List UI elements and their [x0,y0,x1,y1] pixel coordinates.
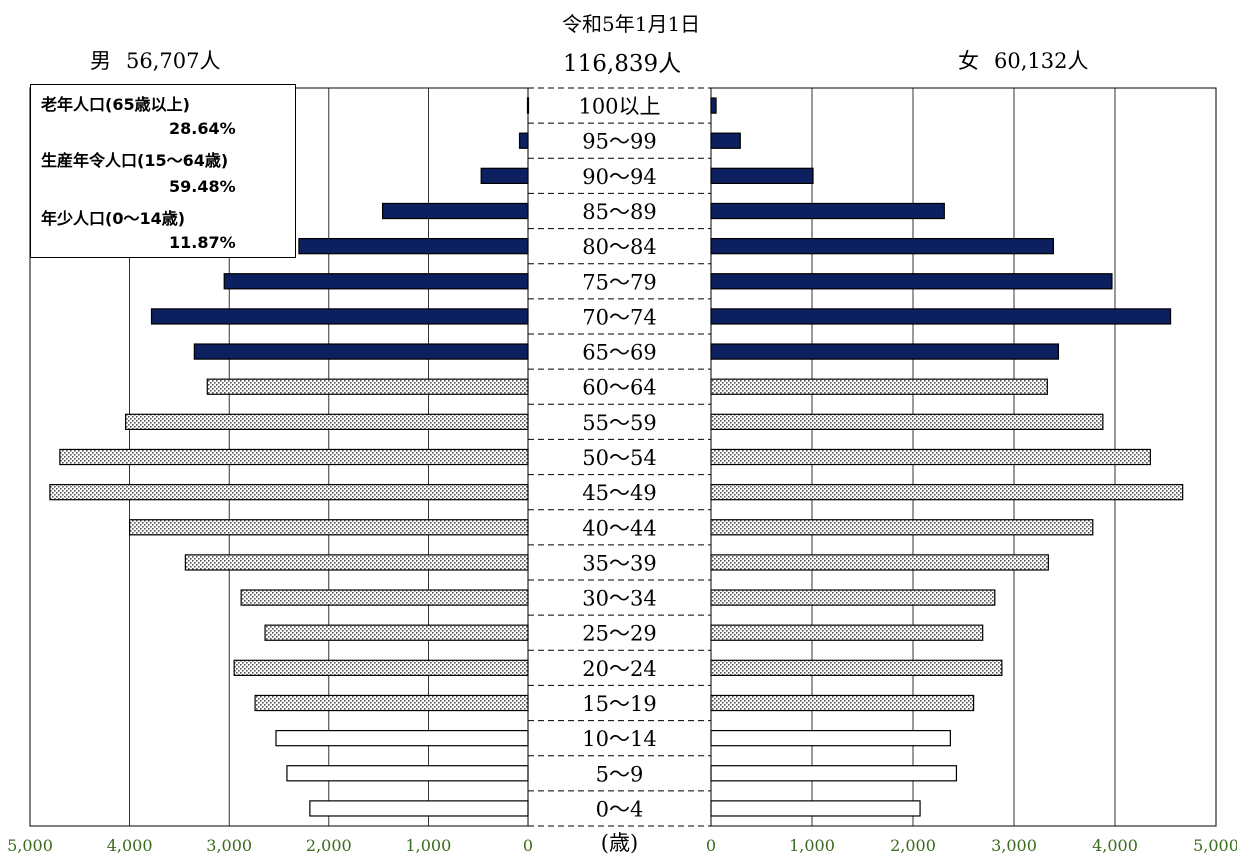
female-bar [710,800,921,817]
legend-elderly-label: 老年人口(65歳以上) [41,95,190,114]
female-bar [710,132,741,149]
age-group-label: 30～34 [582,587,656,611]
male-axis-tick-label: 5,000 [7,836,53,855]
age-group-label: 60～64 [582,376,656,400]
age-group-label: 100以上 [578,95,660,119]
total-population: 116,839人 [563,51,682,77]
male-bar [233,659,529,677]
female-axis-tick-label: 4,000 [1092,836,1138,855]
male-bar [381,202,529,220]
female-bar [710,167,814,185]
survey-date: 令和5年1月1日 [562,12,701,36]
male-label: 男 [90,49,111,73]
female-label: 女 [958,49,979,73]
female-bar [710,237,1054,255]
male-bar [480,167,529,185]
female-bar [710,308,1172,325]
male-bar [526,97,530,114]
male-bar [298,237,529,255]
male-total: 56,707人 [126,49,221,73]
age-group-label: 90～94 [582,165,656,189]
male-bar [309,800,529,817]
legend-elderly-percent: 28.64% [169,119,236,138]
male-axis-tick-label: 0 [523,836,533,855]
age-group-label: 15～19 [582,692,656,716]
female-bar [710,97,717,114]
male-bar [223,273,529,290]
male-bar [518,132,529,149]
age-group-label: 70～74 [582,305,656,329]
female-bar [710,519,1094,536]
age-group-label: 95～99 [582,130,656,154]
female-bar [710,589,996,606]
male-bar [254,694,529,712]
female-bar [710,448,1151,466]
female-bar [710,343,1060,360]
female-bar [710,694,975,712]
male-axis-tick-label: 4,000 [107,836,153,855]
legend-working-label: 生産年令人口(15～64歳) [41,151,229,170]
male-bar [150,308,529,325]
age-group-label: 40～44 [582,516,656,540]
female-bar [710,378,1048,395]
female-bar [710,202,945,220]
male-bar [286,765,529,782]
age-group-label: 5～9 [596,762,644,786]
age-group-label: 10～14 [582,727,656,751]
female-total: 60,132人 [994,49,1089,73]
age-group-label: 45～49 [582,481,656,505]
male-bar [125,413,529,431]
male-axis-tick-label: 2,000 [306,836,352,855]
age-group-label: 20～24 [582,657,656,681]
male-bar [264,624,529,641]
male-bar [193,343,529,360]
male-bar [240,589,529,606]
age-group-label: 75～79 [582,270,656,294]
age-group-label: 0～4 [596,797,644,821]
age-group-label: 55～59 [582,411,656,435]
female-bar [710,413,1104,431]
female-bar [710,659,1003,677]
age-group-label: 80～84 [582,235,656,259]
male-axis-tick-label: 1,000 [405,836,451,855]
male-bar [59,448,529,466]
female-bar [710,729,951,747]
male-bar [129,519,529,536]
female-bar [710,765,958,782]
age-group-label: 50～54 [582,446,656,470]
male-axis-tick-label: 3,000 [206,836,252,855]
age-group-label: 25～29 [582,622,656,646]
male-bar [206,378,529,395]
age-unit-label: (歳) [601,831,638,855]
female-bar [710,554,1049,571]
male-bar [184,554,529,571]
legend-box: 老年人口(65歳以上) 28.64% 生産年令人口(15～64歳) 59.48%… [30,84,296,258]
female-bar [710,273,1113,290]
legend-young-percent: 11.87% [169,233,236,252]
age-group-label: 35～39 [582,551,656,575]
legend-working-percent: 59.48% [169,177,236,196]
age-group-label: 65～69 [582,341,656,365]
female-axis-tick-label: 3,000 [991,836,1037,855]
female-axis-tick-label: 0 [706,836,716,855]
female-bar [710,483,1184,501]
legend-young-label: 年少人口(0～14歳) [41,209,186,228]
age-group-label: 85～89 [582,200,656,224]
male-bar [275,729,529,747]
female-axis-tick-label: 2,000 [890,836,936,855]
female-bar [710,624,984,641]
female-axis-tick-label: 5,000 [1193,836,1237,855]
male-bar [49,483,529,501]
female-axis-tick-label: 1,000 [789,836,835,855]
